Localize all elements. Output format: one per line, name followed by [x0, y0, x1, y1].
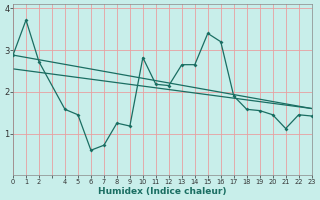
X-axis label: Humidex (Indice chaleur): Humidex (Indice chaleur) [98, 187, 227, 196]
